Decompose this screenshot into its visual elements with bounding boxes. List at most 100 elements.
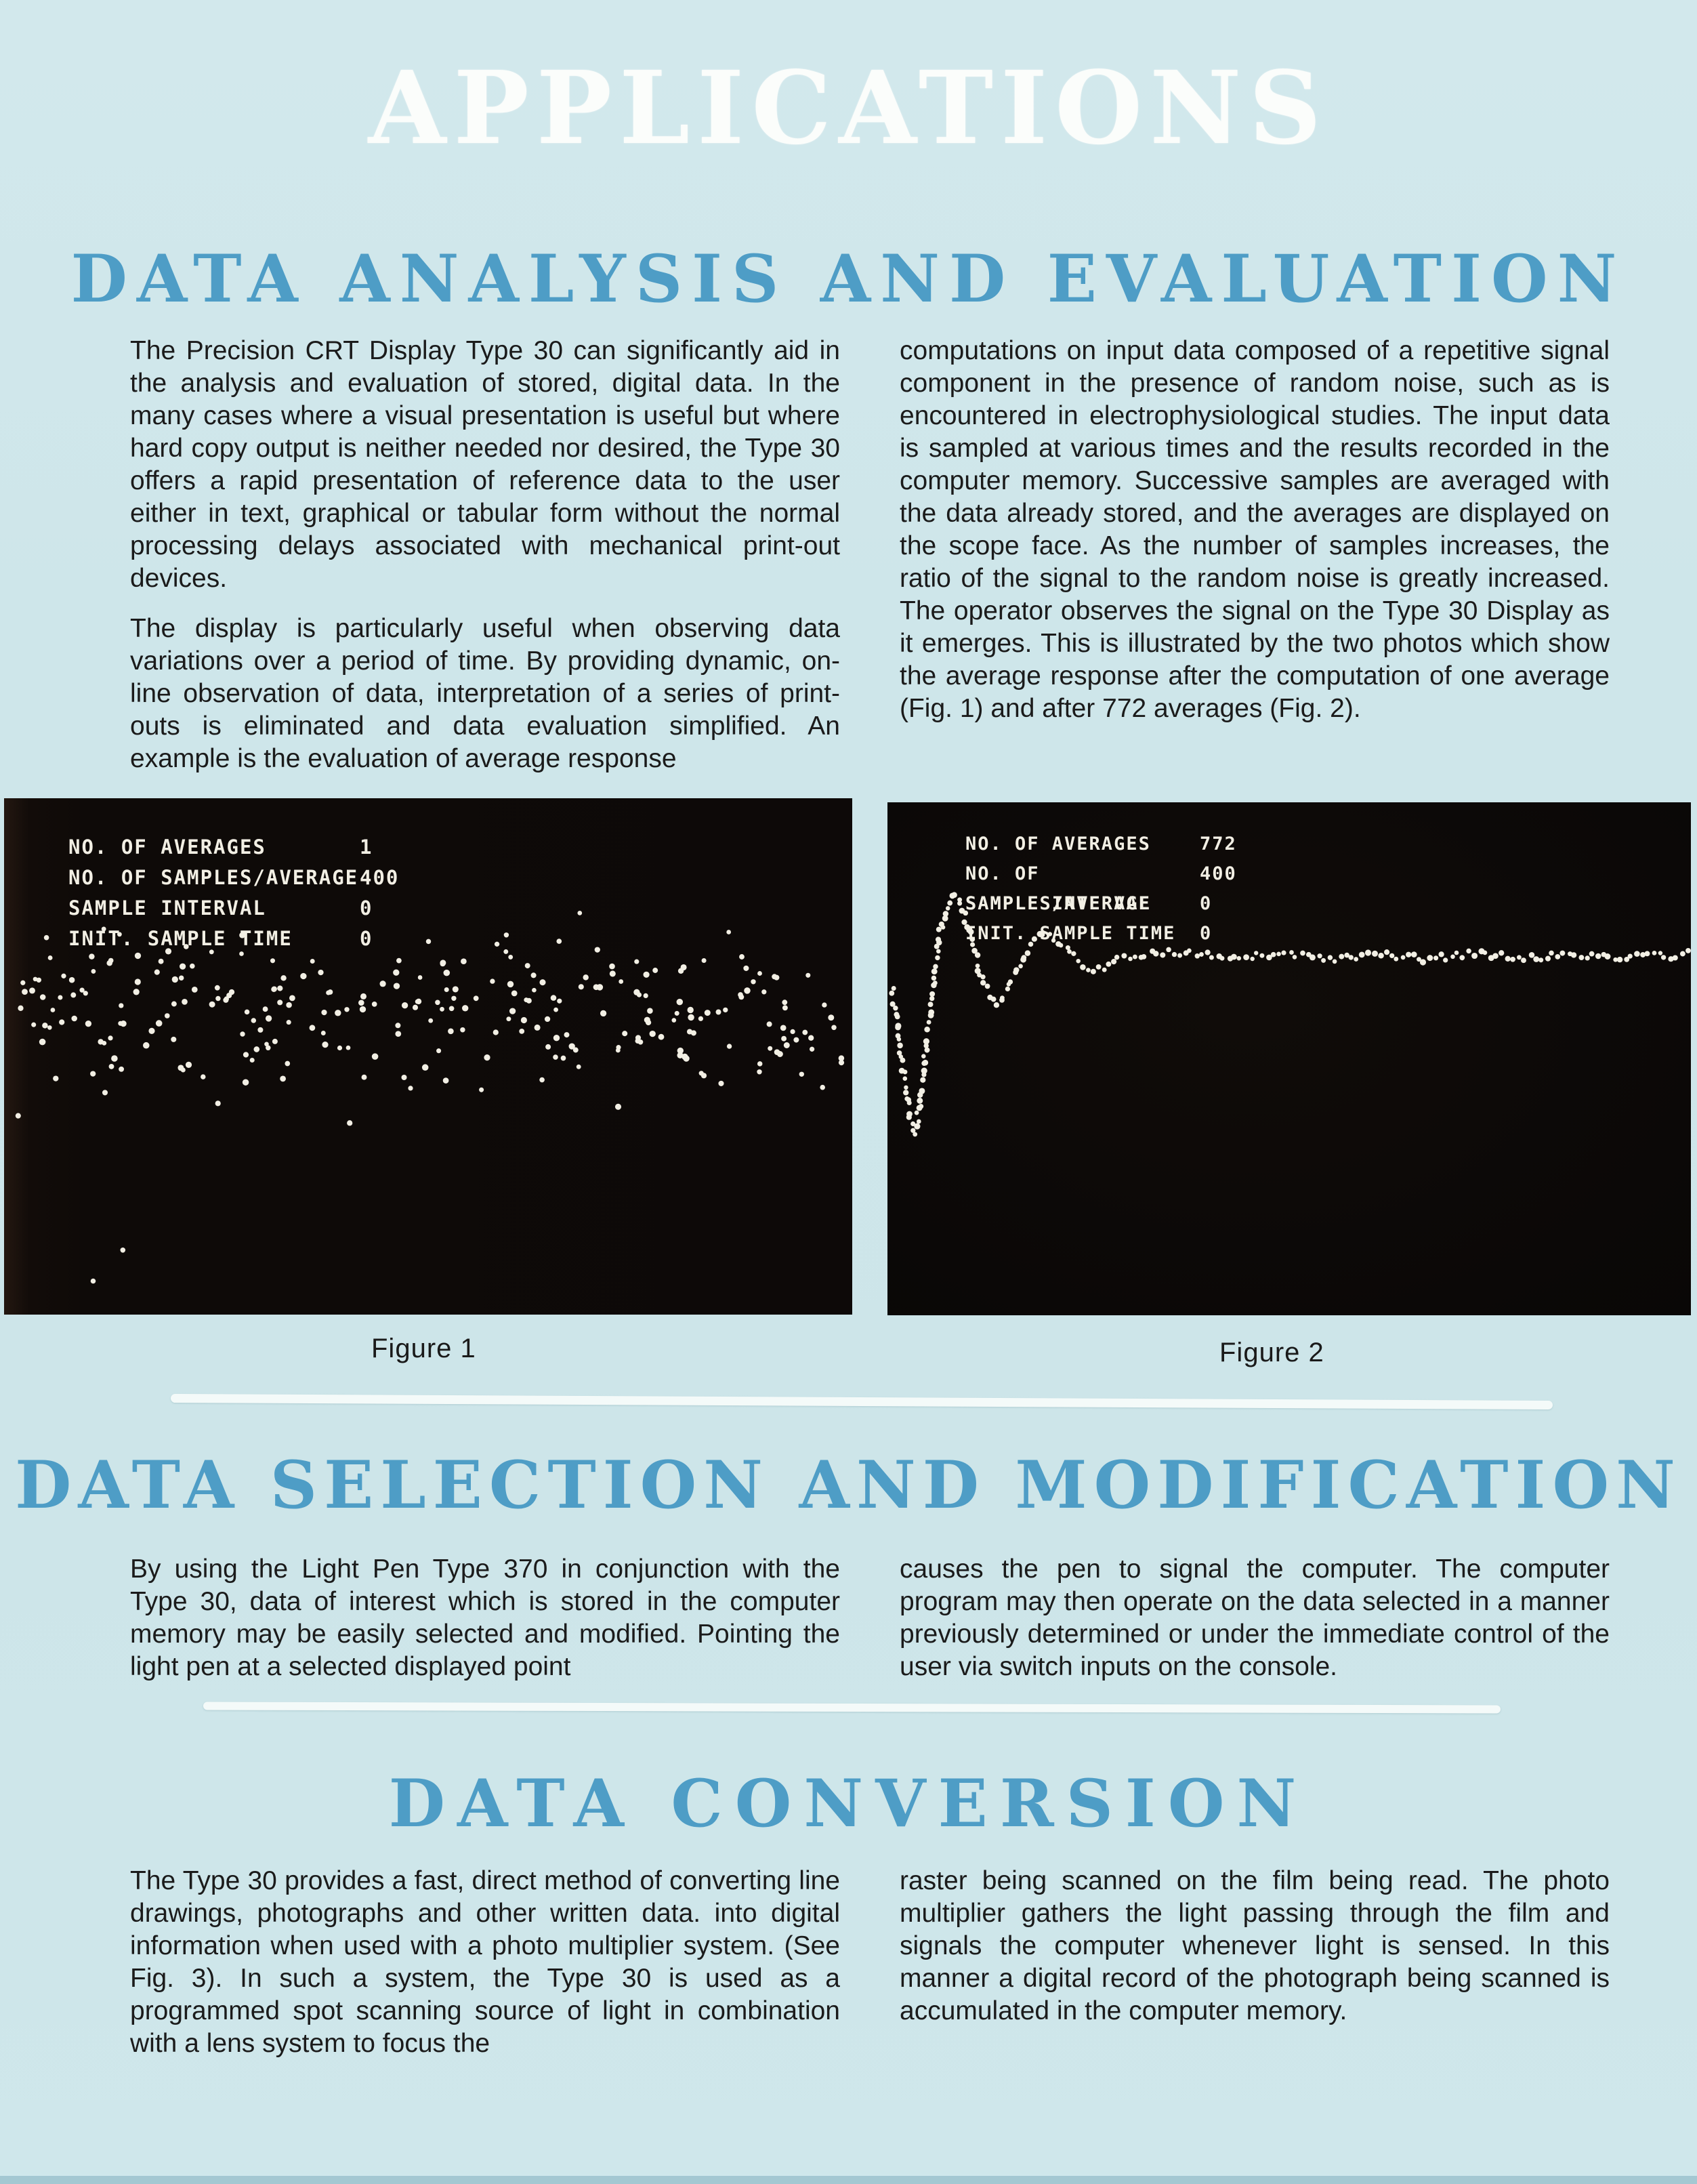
crt-dot xyxy=(1047,932,1053,936)
crt-dot xyxy=(635,1035,642,1041)
crt-dot xyxy=(568,1043,575,1050)
crt-dot xyxy=(280,1075,286,1082)
crt-dot xyxy=(42,1023,48,1029)
crt-dot xyxy=(1300,950,1305,956)
readout-value: 0 xyxy=(360,897,373,920)
crt-dot xyxy=(148,1027,155,1034)
crt-dot xyxy=(503,949,509,954)
crt-dot xyxy=(1371,950,1379,957)
crt-dot xyxy=(906,1100,912,1106)
crt-dot xyxy=(171,1001,177,1007)
crt-dot xyxy=(178,975,184,981)
readout-row: NO. OF AVERAGES 1 xyxy=(68,832,399,863)
crt-dot xyxy=(395,1031,402,1037)
crt-dot xyxy=(961,919,967,926)
crt-dot xyxy=(576,1064,581,1069)
crt-dot xyxy=(1067,949,1072,954)
crt-dot xyxy=(1644,951,1650,957)
crt-dot xyxy=(970,942,976,947)
crt-dot xyxy=(440,1006,444,1012)
crt-dot xyxy=(461,1005,469,1012)
crt-dot xyxy=(1417,957,1421,962)
crt-dot xyxy=(914,1110,919,1115)
crt-dot xyxy=(70,992,77,998)
trace-dots-canvas xyxy=(889,892,1691,1137)
crt-dot xyxy=(89,953,95,960)
crt-dot xyxy=(22,989,28,995)
crt-dot xyxy=(1276,951,1281,957)
readout-label: NO. OF AVERAGES xyxy=(68,836,266,859)
crt-dot xyxy=(609,963,615,970)
crt-dot xyxy=(676,998,684,1006)
crt-dot xyxy=(1000,995,1005,1000)
crt-dot xyxy=(783,1042,790,1048)
crt-dot xyxy=(984,983,990,989)
crt-dot xyxy=(326,990,331,995)
crt-dot xyxy=(1187,948,1192,953)
crt-dot xyxy=(444,987,449,993)
crt-dot xyxy=(757,971,762,976)
crt-dot xyxy=(895,1024,901,1031)
section-heading-data-selection: DATA SELECTION AND MODIFICATION xyxy=(15,1447,1682,1523)
crt-dot xyxy=(780,1025,787,1031)
crt-dot xyxy=(572,1047,579,1053)
crt-dot xyxy=(442,1077,449,1084)
readout-row: INIT. SAMPLE TIME 0 xyxy=(965,919,1237,949)
crt-dot xyxy=(223,997,229,1003)
crt-dot xyxy=(1051,938,1056,943)
crt-dot xyxy=(443,969,451,976)
crt-dot xyxy=(726,930,732,934)
paragraph: The Precision CRT Display Type 30 can si… xyxy=(130,336,840,593)
crt-dot xyxy=(320,1031,326,1035)
analysis-column-right: computations on input data composed of a… xyxy=(900,335,1610,725)
crt-dot xyxy=(904,1085,908,1090)
crt-dot xyxy=(251,1018,257,1023)
readout-row: SAMPLE INTERVAL 0 xyxy=(68,893,399,924)
crt-dot xyxy=(980,974,986,980)
crt-dot xyxy=(271,987,277,992)
crt-dot xyxy=(507,981,514,988)
crt-dot xyxy=(257,1027,264,1033)
crt-dot xyxy=(520,1016,528,1024)
crt-dot xyxy=(484,1054,490,1061)
crt-dot xyxy=(1021,955,1027,961)
crt-dot xyxy=(1549,950,1554,956)
crt-dot xyxy=(31,1022,37,1027)
crt-dot xyxy=(1640,952,1646,957)
crt-dot xyxy=(310,959,315,964)
crt-dot xyxy=(215,995,221,1002)
crt-dot xyxy=(975,963,980,968)
crt-dot xyxy=(945,906,950,911)
crt-dot xyxy=(277,1000,283,1006)
crt-dot xyxy=(1454,950,1459,955)
crt-dot xyxy=(344,1007,350,1012)
crt-dot xyxy=(1627,953,1633,959)
crt-dot xyxy=(1492,953,1499,960)
crt-dot xyxy=(918,1104,924,1109)
crt-dot xyxy=(43,934,49,941)
crt-dot xyxy=(473,995,479,1002)
crt-dot xyxy=(1516,955,1522,960)
crt-dot xyxy=(761,989,767,995)
crt-dot xyxy=(1679,951,1685,957)
crt-dot xyxy=(448,1006,455,1012)
crt-dot xyxy=(793,1037,799,1043)
crt-dot xyxy=(201,1074,206,1079)
crt-dot xyxy=(1482,950,1488,955)
crt-dot xyxy=(108,1063,114,1069)
crt-dot xyxy=(1065,945,1070,951)
crt-dot xyxy=(1685,947,1691,953)
crt-dot xyxy=(1433,955,1439,961)
crt-dot xyxy=(1499,950,1505,956)
crt-dot xyxy=(154,969,160,975)
crt-dot xyxy=(1321,957,1326,963)
crt-dot xyxy=(969,936,976,943)
crt-dot xyxy=(782,1005,788,1011)
crt-dot xyxy=(371,1002,377,1007)
crt-dot xyxy=(776,1051,783,1057)
crt-dot xyxy=(790,1029,795,1035)
crt-dot xyxy=(990,996,997,1002)
crt-dot xyxy=(936,949,941,954)
crt-dot xyxy=(179,963,186,970)
crt-dot xyxy=(896,1050,902,1056)
